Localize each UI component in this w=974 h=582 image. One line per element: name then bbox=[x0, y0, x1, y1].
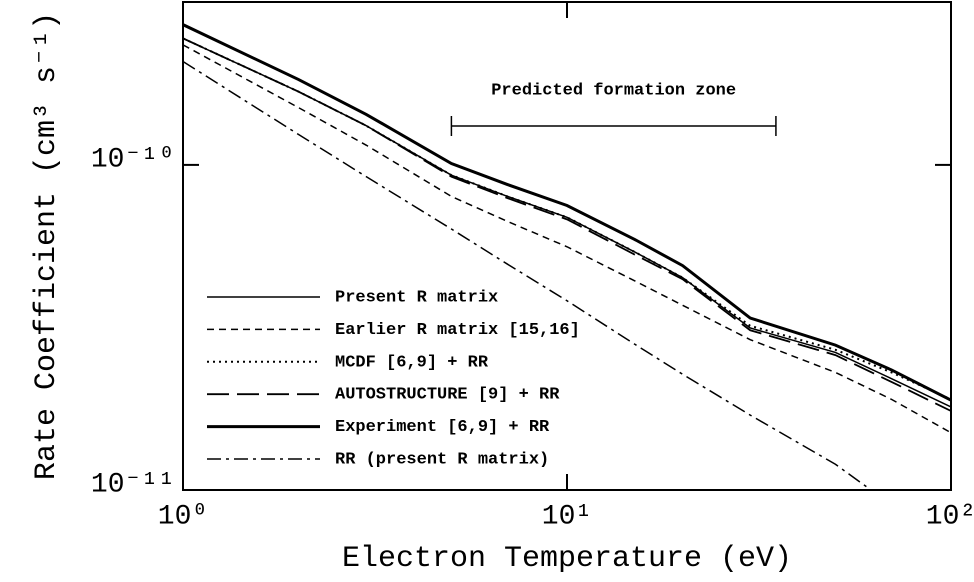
y-tick-label: 10⁻¹⁰ bbox=[91, 144, 175, 175]
annotation-text: Predicted formation zone bbox=[491, 81, 736, 100]
x-tick-label: 10² bbox=[926, 501, 974, 532]
plot-lines bbox=[183, 23, 951, 490]
x-tick-label: 10¹ bbox=[542, 501, 592, 532]
legend-label: Earlier R matrix [15,16] bbox=[335, 321, 580, 340]
series-line bbox=[183, 60, 873, 490]
y-tick-label: 10⁻¹¹ bbox=[91, 469, 175, 500]
legend-label: Present R matrix bbox=[335, 288, 498, 307]
x-axis-label: Electron Temperature (eV) bbox=[342, 542, 792, 576]
series-line bbox=[183, 44, 951, 434]
legend-label: AUTOSTRUCTURE [9] + RR bbox=[335, 386, 560, 405]
series-line bbox=[183, 37, 951, 401]
series-line bbox=[183, 23, 951, 402]
legend-label: MCDF [6,9] + RR bbox=[335, 353, 489, 372]
series-line bbox=[183, 37, 951, 412]
legend-label: RR (present R matrix) bbox=[335, 450, 549, 469]
y-axis-label: Rate Coefficient (cm³ s⁻¹) bbox=[30, 12, 64, 480]
x-tick-label: 10⁰ bbox=[158, 501, 208, 532]
legend-label: Experiment [6,9] + RR bbox=[335, 418, 550, 437]
